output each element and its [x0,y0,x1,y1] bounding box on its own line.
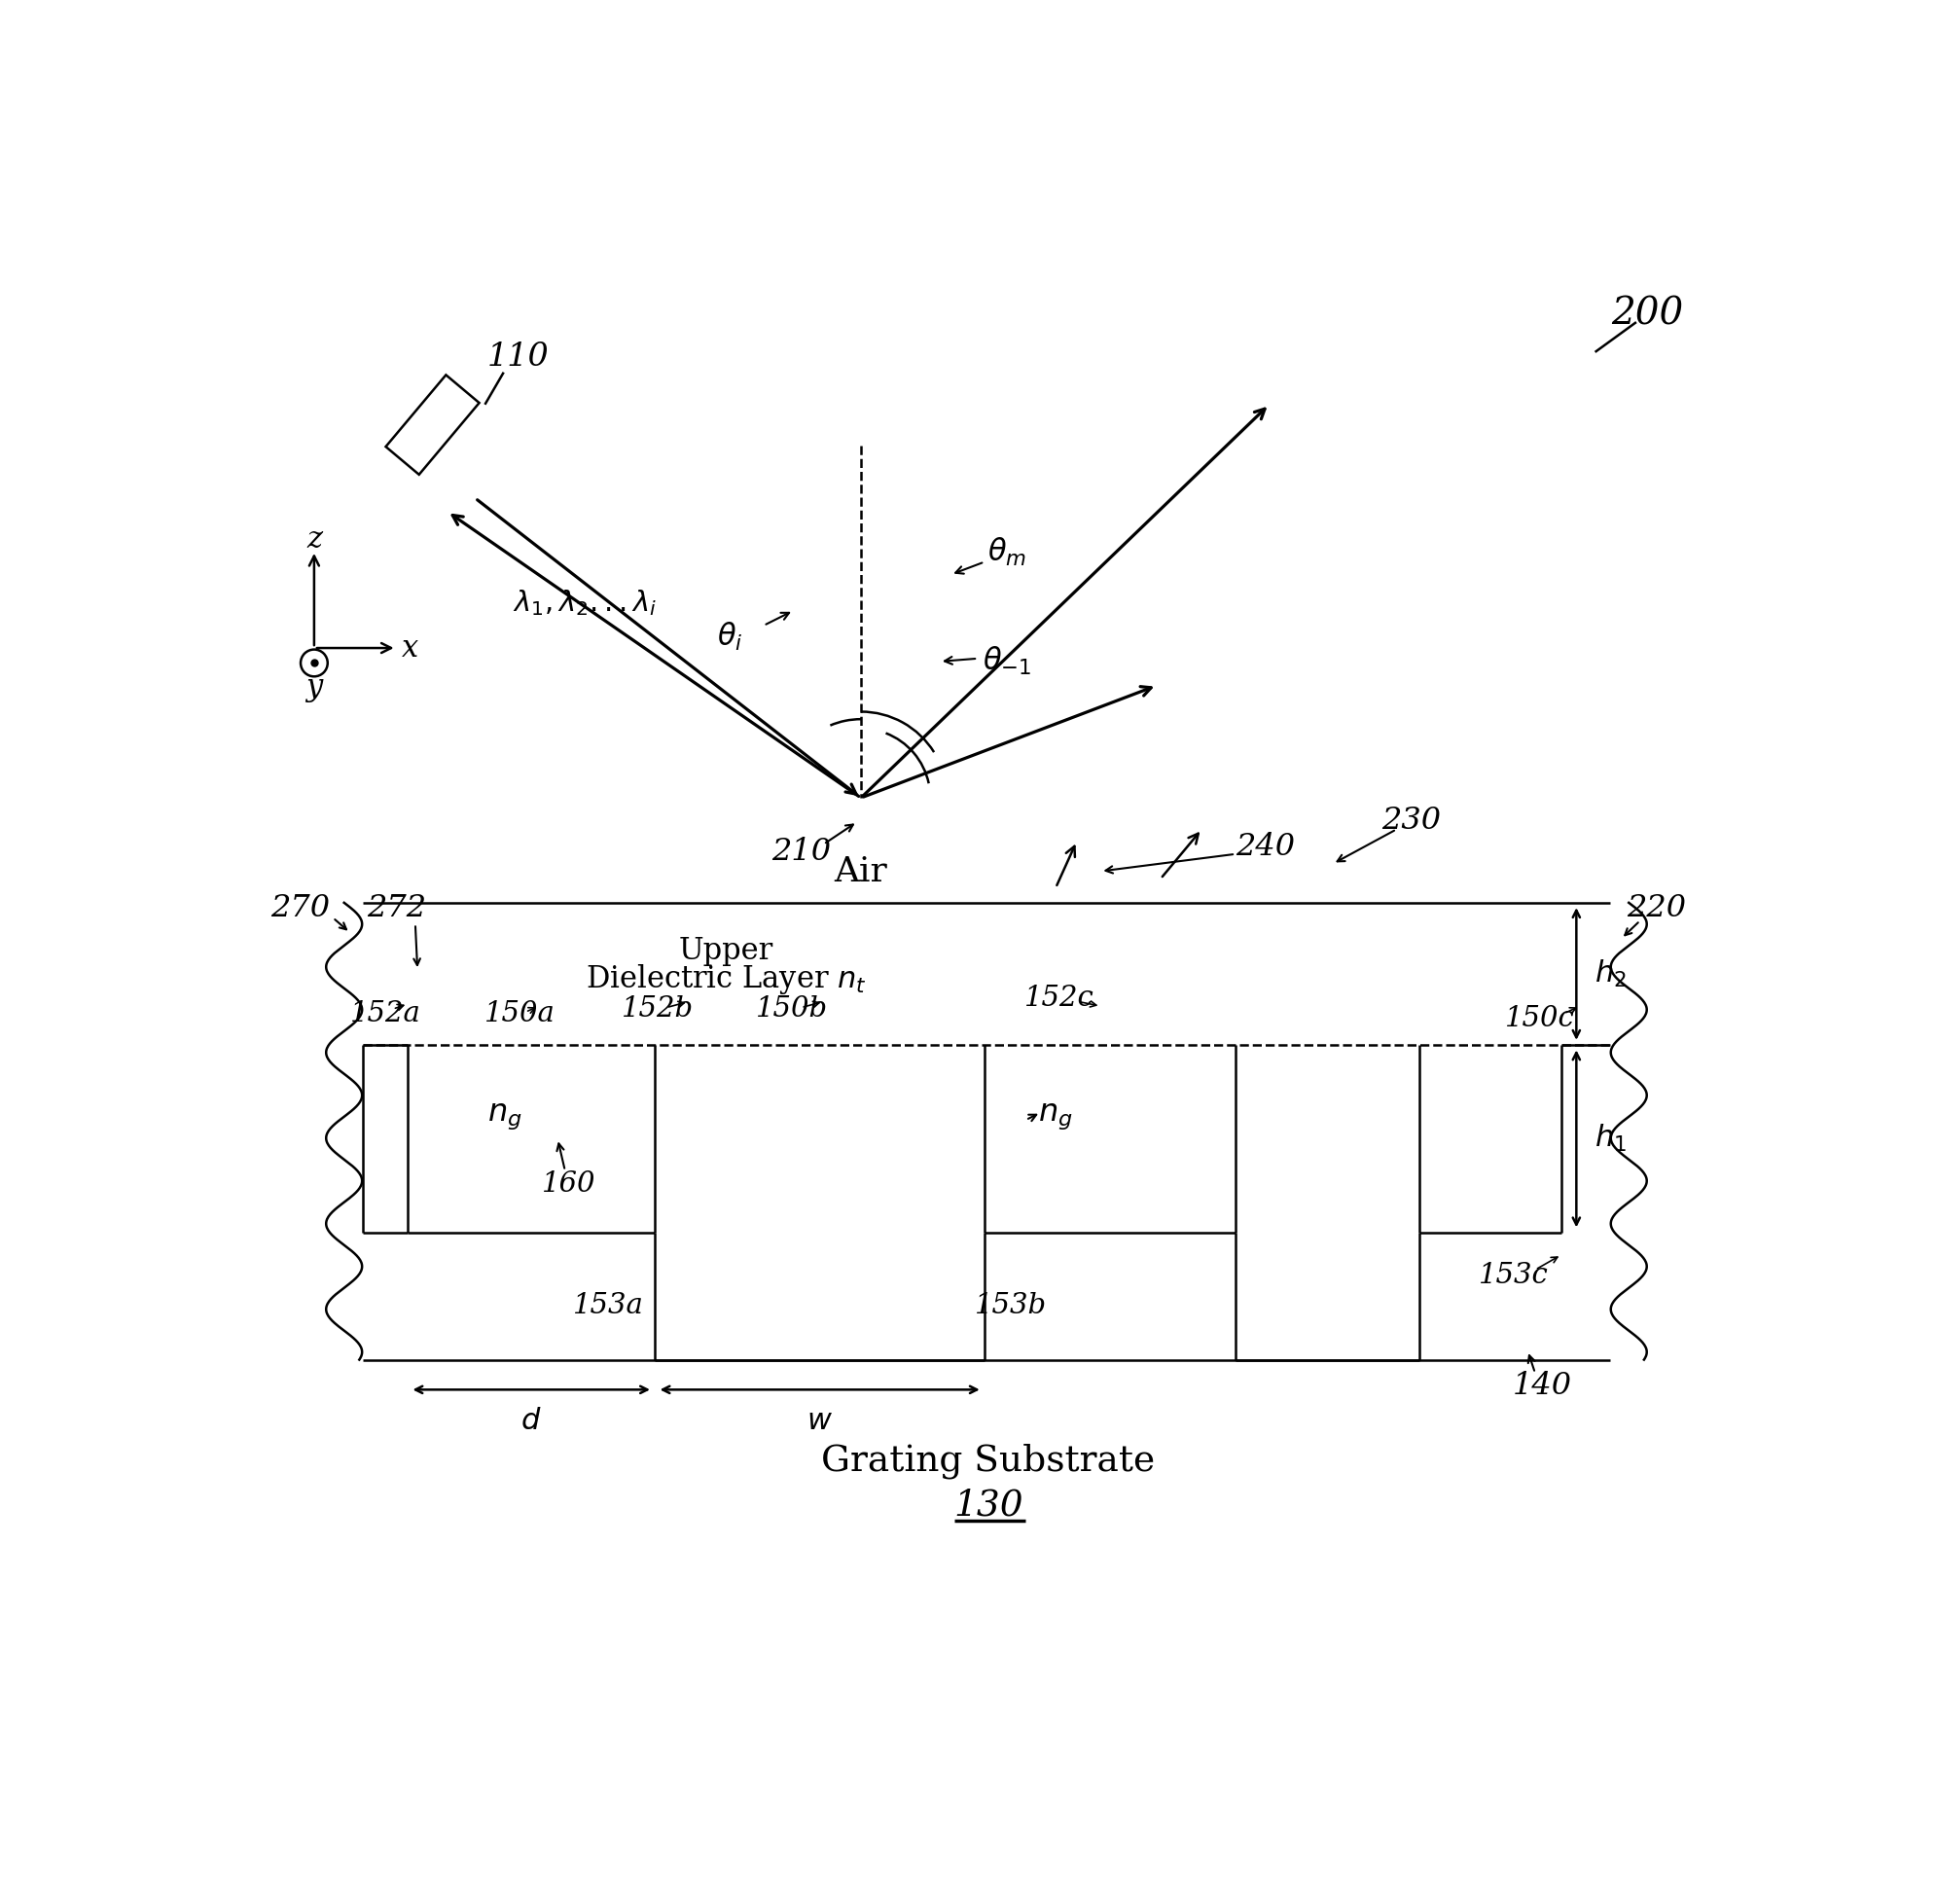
Text: Grating Substrate: Grating Substrate [822,1443,1155,1479]
Text: 152b: 152b [621,996,693,1022]
Text: 140: 140 [1513,1371,1573,1401]
Text: $h_1$: $h_1$ [1594,1123,1625,1154]
Text: x: x [402,632,418,663]
Text: 272: 272 [368,893,426,923]
Text: 210: 210 [772,836,830,866]
Text: $n_g$: $n_g$ [488,1101,522,1131]
Text: 152a: 152a [350,1000,422,1026]
Text: 240: 240 [1236,832,1295,863]
Text: 153a: 153a [573,1293,644,1319]
Text: 200: 200 [1612,297,1683,333]
Text: Upper: Upper [679,937,774,967]
Text: $\theta_i$: $\theta_i$ [718,621,743,653]
Text: $\theta_{-1}$: $\theta_{-1}$ [983,645,1031,678]
Text: Air: Air [834,855,888,887]
Text: 153b: 153b [975,1293,1047,1319]
Text: $\lambda_1, \lambda_2...\lambda_i$: $\lambda_1, \lambda_2...\lambda_i$ [513,588,656,619]
Text: $\theta_m$: $\theta_m$ [987,537,1026,567]
Text: $h_2$: $h_2$ [1594,958,1625,990]
Text: 153c: 153c [1478,1262,1548,1289]
Text: $w$: $w$ [807,1405,832,1436]
Bar [385,375,480,474]
Text: 130: 130 [954,1489,1024,1523]
Text: 150b: 150b [757,996,828,1022]
Text: Dielectric Layer $n_t$: Dielectric Layer $n_t$ [586,962,867,996]
Text: 230: 230 [1382,805,1442,836]
Text: 150c: 150c [1505,1005,1575,1032]
Text: 220: 220 [1627,893,1685,923]
Text: 152c: 152c [1024,984,1093,1013]
Text: 110: 110 [488,341,550,373]
Text: 160: 160 [542,1171,596,1198]
Text: z: z [306,524,321,554]
Text: 270: 270 [271,893,331,923]
Text: $n_g$: $n_g$ [1039,1101,1074,1131]
Text: $d$: $d$ [521,1405,542,1436]
Text: 150a: 150a [486,1000,555,1026]
Text: y: y [306,672,323,703]
